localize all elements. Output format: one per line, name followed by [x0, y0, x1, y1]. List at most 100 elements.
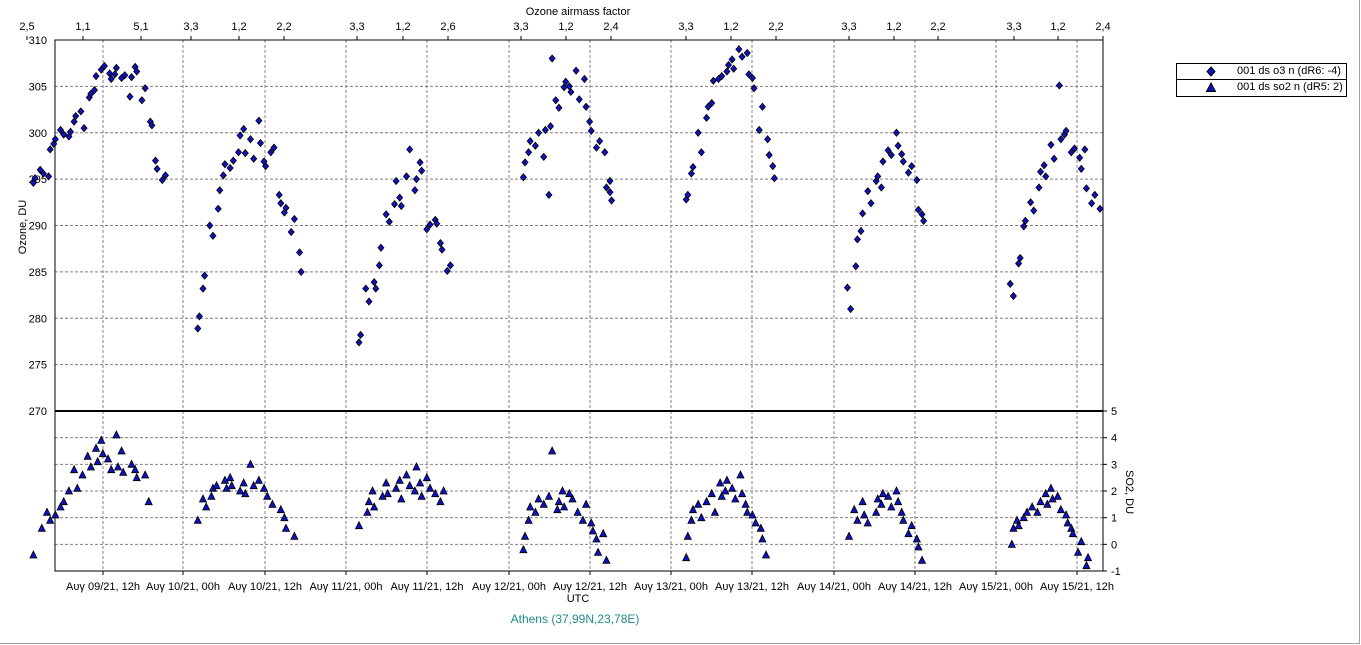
- so2-data-point: [42, 507, 52, 516]
- ozone-data-point: [608, 196, 616, 205]
- so2-data-point: [702, 496, 711, 506]
- so2-data-point: [364, 496, 374, 506]
- ozone-data-point: [743, 48, 751, 58]
- ozone-data-point: [750, 84, 758, 93]
- ozone-data-point: [418, 166, 426, 175]
- so2-data-point: [1056, 504, 1066, 514]
- ozone-data-point: [201, 271, 209, 280]
- ozone-data-point: [362, 284, 370, 293]
- so2-data-point: [883, 491, 893, 500]
- ozone-data-point: [587, 126, 595, 136]
- ozone-data-point: [148, 121, 156, 130]
- ozone-data-point: [1047, 140, 1055, 149]
- diamond-marker-icon: [1206, 66, 1216, 77]
- so2-data-point: [415, 478, 425, 487]
- so2-y-tick-label: 0: [1111, 539, 1117, 551]
- so2-data-point: [56, 502, 65, 511]
- ozone-data-point: [51, 135, 59, 144]
- ozone-data-point: [596, 136, 604, 146]
- ozone-data-point: [715, 74, 723, 84]
- legend-label-so2: 001 ds so2 n (dR5: 2): [1237, 81, 1343, 93]
- ozone-data-point: [908, 162, 916, 171]
- ozone-data-point: [46, 145, 54, 154]
- ozone-data-point: [206, 221, 214, 230]
- so2-data-point: [722, 475, 732, 484]
- x-tick-label: Αυγ 14/21, 00h: [797, 581, 871, 593]
- ozone-data-point: [899, 157, 907, 166]
- ozone-data-point: [87, 89, 95, 98]
- top-tick-label: 1,2: [886, 21, 901, 33]
- utc-x-ticks: Αυγ 09/21, 12h Αυγ 10/21, 00h Αυγ 10/21, 1…: [66, 571, 1114, 593]
- so2-data-point: [402, 470, 411, 479]
- so2-data-point: [892, 486, 901, 495]
- so2-data-point: [599, 528, 608, 538]
- ozone-data-point: [357, 330, 365, 340]
- x-tick-label: Αυγ 11/21, 12h: [390, 581, 463, 593]
- ozone-data-point: [446, 261, 454, 270]
- top-tick-label: 3,3: [349, 21, 364, 33]
- so2-data-point: [519, 544, 528, 554]
- ozone-data-point: [545, 190, 553, 200]
- so2-data-point: [717, 491, 726, 500]
- ozone-data-point: [1016, 253, 1024, 263]
- ozone-data-point: [535, 128, 543, 137]
- ozone-data-point: [406, 145, 414, 154]
- so2-data-point: [198, 494, 208, 503]
- so2-data-point: [758, 534, 767, 543]
- ozone-data-point: [575, 95, 583, 104]
- so2-data-point: [737, 488, 747, 498]
- so2-data-point: [117, 446, 126, 455]
- so2-data-point: [431, 488, 440, 498]
- top-axis-title: Ozone airmass factor: [526, 6, 631, 18]
- so2-data-point: [93, 456, 102, 466]
- so2-data-point: [1019, 512, 1028, 522]
- ozone-data-point: [214, 204, 222, 213]
- ozone-grid: [55, 39, 1103, 411]
- ozone-data-point: [128, 72, 136, 82]
- so2-data-point: [1012, 515, 1022, 524]
- ozone-data-point: [1096, 204, 1104, 213]
- so2-data-point: [397, 494, 406, 503]
- so2-data-point: [370, 502, 379, 511]
- ozone-data-point: [138, 96, 146, 105]
- so2-data-point: [897, 507, 906, 516]
- so2-data-point: [381, 478, 391, 487]
- so2-data-point: [246, 459, 255, 468]
- so2-data-point: [225, 472, 235, 482]
- so2-data-point: [249, 480, 258, 490]
- ozone-data-point: [433, 219, 441, 228]
- ozone-data-point: [270, 143, 278, 152]
- so2-data-point: [573, 507, 582, 516]
- ozone-data-point: [277, 199, 285, 208]
- ozone-data-point: [151, 156, 160, 165]
- ozone-data-point: [36, 165, 44, 174]
- so2-data-point: [568, 494, 577, 503]
- so2-data-point: [524, 515, 533, 524]
- ozone-data-point: [112, 63, 120, 72]
- ozone-data-point: [764, 135, 772, 144]
- so2-data-point: [97, 435, 106, 444]
- x-tick-label: Αυγ 10/21, 12h: [228, 581, 302, 593]
- so2-data-point: [687, 515, 696, 524]
- so2-data-point: [1082, 560, 1091, 570]
- ozone-data-point: [602, 183, 610, 192]
- so2-y-axis-label: SO2, DU: [1123, 470, 1135, 514]
- x-tick-label: Αυγ 12/21, 00h: [472, 581, 546, 593]
- so2-data-point: [1053, 491, 1062, 500]
- legend-item-o3: 001 ds o3 n (dR6: -4): [1177, 64, 1346, 80]
- so2-data-point: [259, 483, 269, 492]
- chart-legend: 001 ds o3 n (dR6: -4) 001 ds so2 n (dR5:…: [1176, 63, 1347, 97]
- so2-data-point: [69, 464, 79, 474]
- ozone-data-point: [60, 130, 68, 139]
- so2-data-point: [1063, 518, 1072, 527]
- ozone-data-point: [385, 217, 393, 226]
- so2-data-point: [363, 507, 372, 516]
- so2-data-point: [1033, 507, 1042, 516]
- so2-data-point: [280, 512, 289, 522]
- so2-y-tick-label: 5: [1111, 406, 1117, 418]
- so2-data-point: [731, 494, 740, 503]
- so2-y-tick-label: 3: [1111, 459, 1117, 471]
- so2-data-point: [276, 504, 285, 514]
- ozone-data-point: [423, 225, 431, 234]
- so2-data-point: [531, 507, 540, 516]
